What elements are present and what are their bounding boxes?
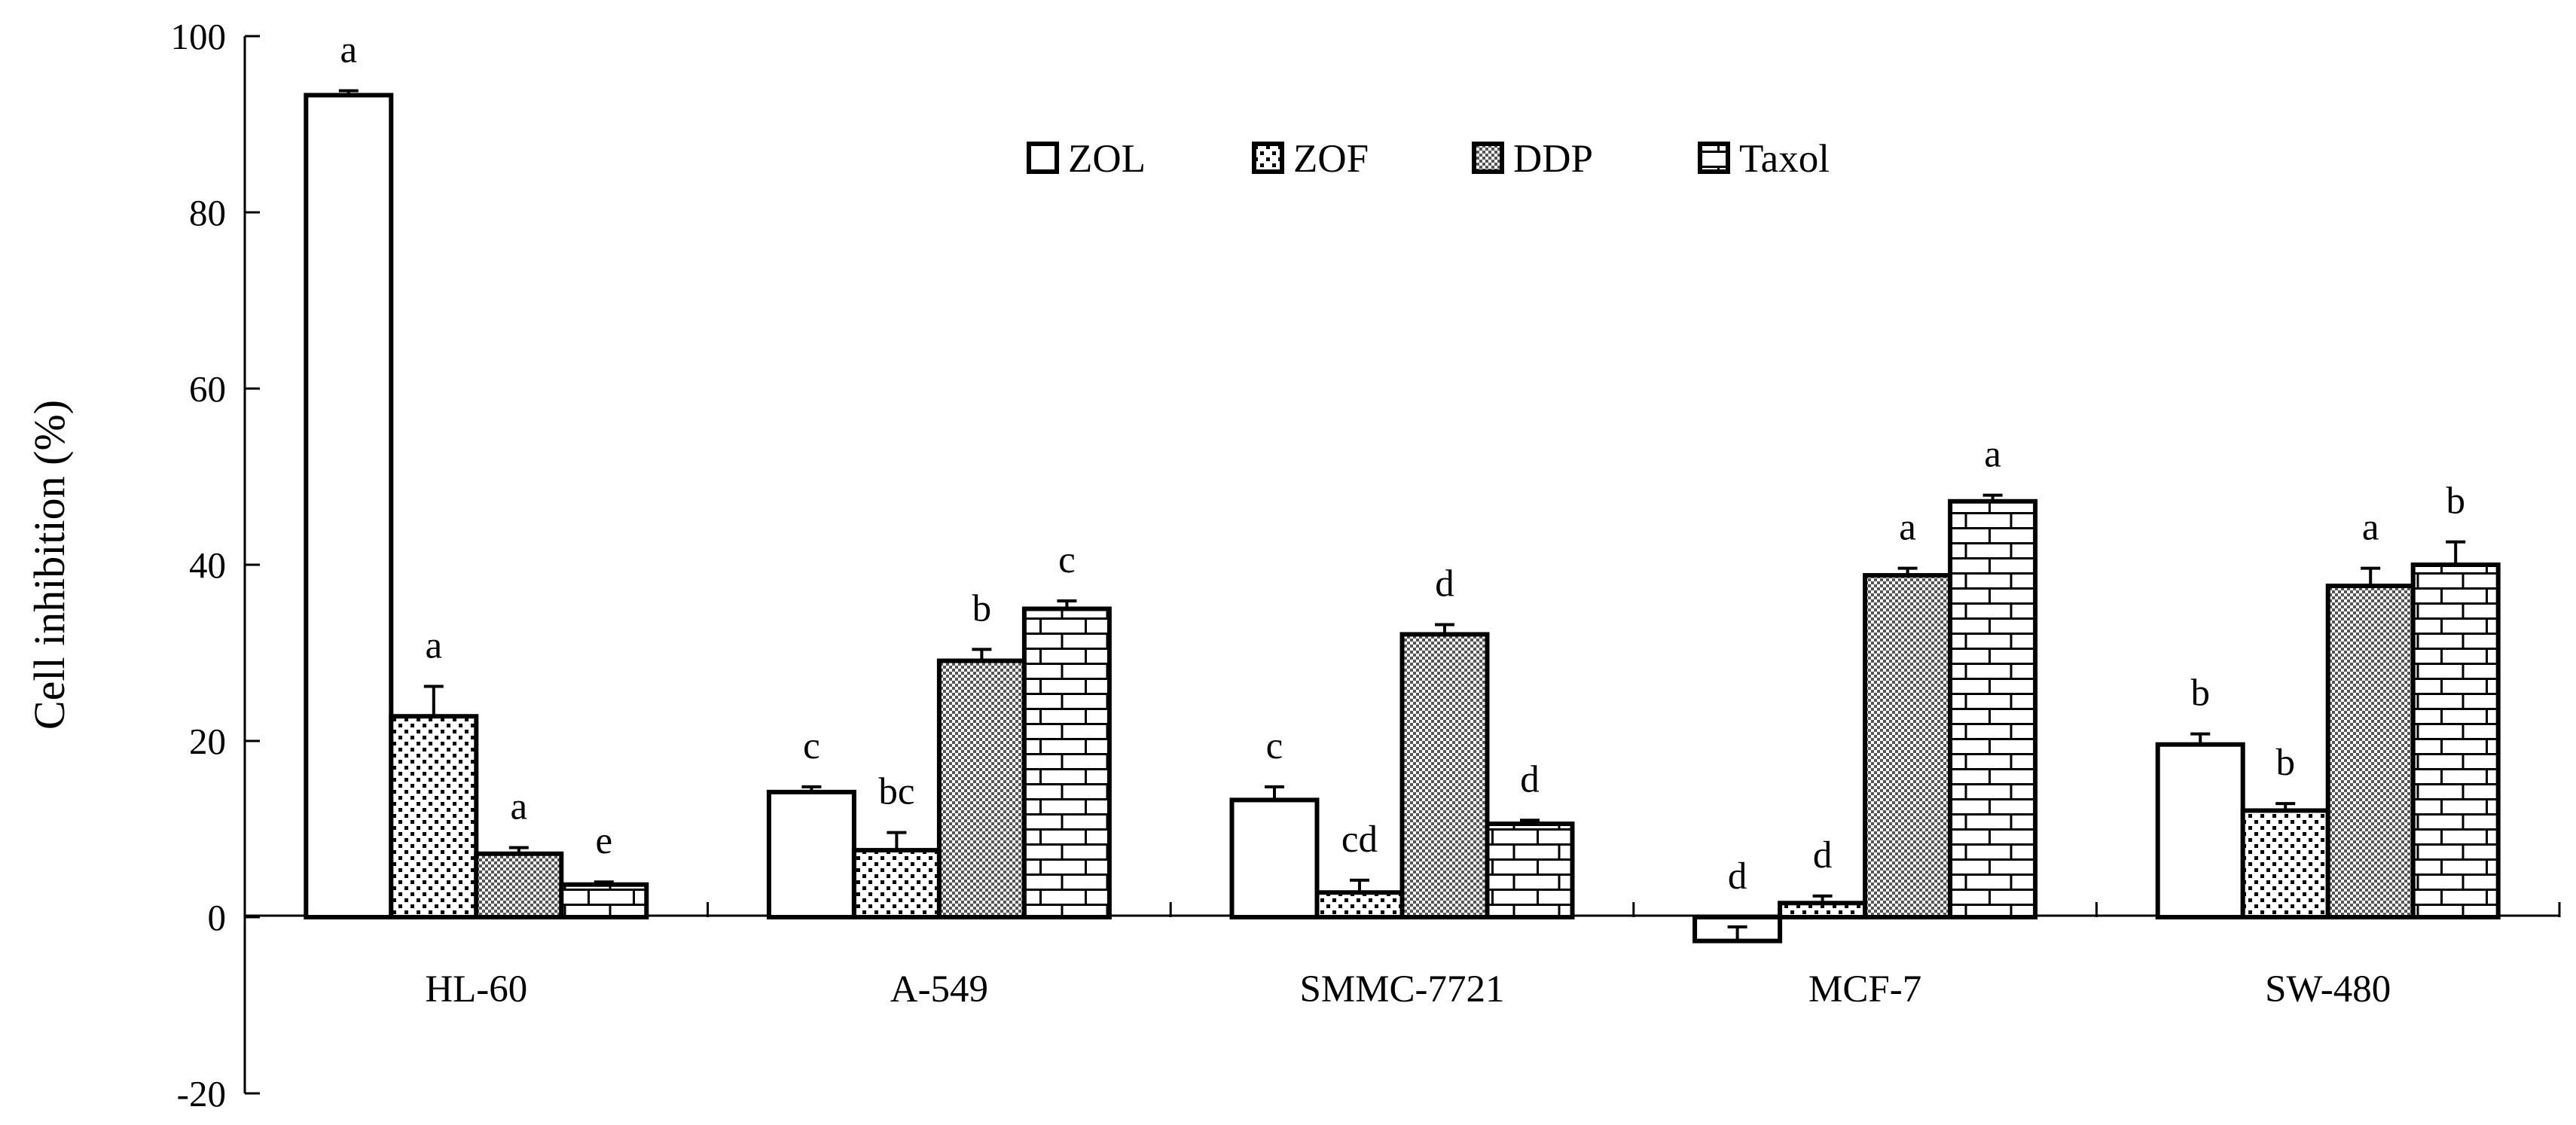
bar-smmc-7721-taxol <box>1485 821 1575 919</box>
bar-sw-480-zof <box>2240 808 2330 920</box>
legend-swatch-zof <box>1252 142 1284 174</box>
sig-label-mcf-7-zof: d <box>1813 834 1833 877</box>
legend-label-zof: ZOF <box>1293 137 1369 181</box>
category-label-sw-480: SW-480 <box>2265 968 2391 1011</box>
legend-swatch-taxol <box>1698 142 1730 174</box>
y-axis-ticks: 100 80 60 40 20 0 -20 <box>171 16 260 1114</box>
y-tick-label-20: 20 <box>189 721 226 762</box>
y-tick-label-0: 0 <box>208 897 227 938</box>
sig-label-smmc-7721-taxol: d <box>1520 758 1540 800</box>
bar-hl-60-zof <box>389 714 479 919</box>
legend: ZOL ZOF DDP Taxol <box>1027 137 1830 181</box>
category-label-mcf-7: MCF-7 <box>1808 968 1921 1011</box>
x-axis-ticks <box>707 902 2561 917</box>
sig-label-sw-480-zof: b <box>2275 742 2295 784</box>
sig-label-sw-480-zol: b <box>2190 672 2210 715</box>
sig-label-hl-60-zof: a <box>425 624 442 666</box>
bar-hl-60-taxol <box>559 882 649 919</box>
sig-label-a-549-zol: c <box>803 725 820 767</box>
sig-label-sw-480-taxol: b <box>2446 480 2465 523</box>
sig-label-mcf-7-ddp: a <box>1899 507 1916 549</box>
sig-label-smmc-7721-zof: cd <box>1341 819 1378 861</box>
category-label-smmc-7721: SMMC-7721 <box>1299 968 1504 1011</box>
y-tick-label-80: 80 <box>189 192 226 233</box>
sig-label-mcf-7-taxol: a <box>1984 434 2001 476</box>
sig-label-a-549-zof: bc <box>878 771 914 813</box>
bar-sw-480-taxol <box>2410 562 2501 919</box>
bar-a-549-taxol <box>1021 606 1112 919</box>
legend-label-zol: ZOL <box>1068 137 1146 181</box>
legend-label-ddp: DDP <box>1513 137 1593 181</box>
bar-smmc-7721-ddp <box>1399 632 1490 919</box>
bar-a-549-zof <box>851 848 942 919</box>
bar-a-549-ddp <box>936 658 1027 920</box>
sig-label-hl-60-ddp: a <box>510 786 527 828</box>
sig-label-a-549-ddp: b <box>972 587 992 630</box>
category-label-hl-60: HL-60 <box>425 968 527 1011</box>
bar-a-549-zol <box>766 789 856 919</box>
legend-label-taxol: Taxol <box>1739 137 1830 181</box>
y-tick-label-40: 40 <box>189 544 226 586</box>
legend-swatch-ddp <box>1472 142 1504 174</box>
bar-sw-480-ddp <box>2325 584 2416 920</box>
category-labels: HL-60 A-549 SMMC-7721 MCF-7 SW-480 <box>425 968 2391 1011</box>
sig-label-mcf-7-zol: d <box>1728 855 1747 898</box>
bar-hl-60-zol <box>304 93 394 919</box>
bars <box>304 93 2501 944</box>
sig-label-sw-480-ddp: a <box>2362 507 2379 549</box>
sig-label-hl-60-zol: a <box>340 29 357 72</box>
category-label-a-549: A-549 <box>890 968 988 1011</box>
bar-mcf-7-taxol <box>1948 498 2038 919</box>
sig-label-smmc-7721-zol: c <box>1266 725 1283 767</box>
y-axis-title: Cell inhibition (%) <box>25 400 74 730</box>
bar-smmc-7721-zol <box>1229 797 1320 920</box>
error-bars <box>338 89 2466 941</box>
sig-label-a-549-taxol: c <box>1058 539 1076 581</box>
sig-label-hl-60-taxol: e <box>595 820 612 862</box>
y-tick-label-60: 60 <box>189 368 226 410</box>
y-tick-label-20: -20 <box>177 1073 226 1114</box>
sig-label-smmc-7721-ddp: d <box>1435 563 1454 605</box>
bar-mcf-7-zof <box>1778 901 1868 920</box>
y-tick-label-100: 100 <box>171 16 227 57</box>
bar-smmc-7721-zof <box>1314 890 1405 919</box>
legend-swatch-zol <box>1027 142 1059 174</box>
bar-sw-480-zol <box>2155 742 2245 919</box>
bar-hl-60-ddp <box>474 851 564 920</box>
bar-mcf-7-ddp <box>1863 573 1953 919</box>
